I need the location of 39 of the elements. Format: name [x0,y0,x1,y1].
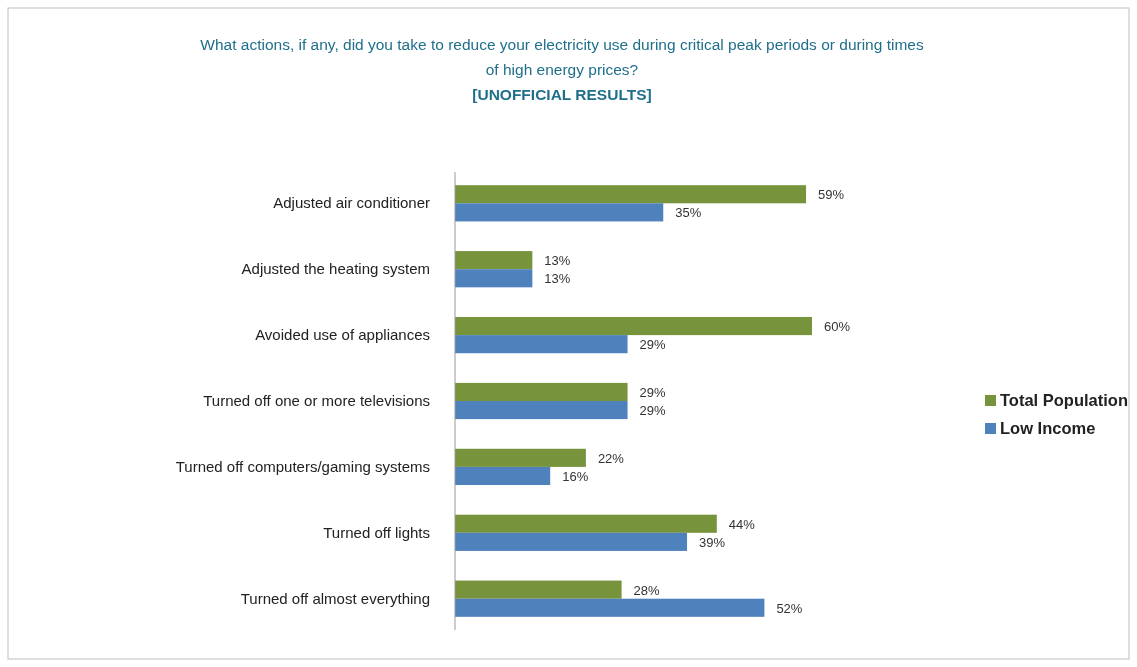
legend-label: Total Population [1000,391,1129,409]
data-label: 44% [728,516,756,532]
data-label: 13% [544,271,571,287]
bar [455,401,628,420]
bar [455,203,664,222]
bar [455,598,765,617]
bar [455,532,688,551]
y-tick-label: Turned off almost everything [240,589,430,607]
data-label: 28% [633,582,661,598]
bar [455,580,622,599]
data-label: 16% [562,468,589,484]
bar [455,466,551,486]
y-tick-label: Avoided use of appliances [255,326,430,344]
data-label: 22% [597,450,625,466]
legend-label: Low Income [1000,419,1096,437]
y-tick-label: Adjusted the heating system [241,260,430,278]
data-label: 39% [699,534,726,550]
bar [455,335,628,354]
data-label: 60% [824,319,851,335]
data-label: 29% [639,384,667,400]
bar [455,382,628,401]
data-label: 59% [818,187,845,203]
y-tick-label: Turned off computers/gaming systems [175,457,430,475]
data-label: 29% [639,337,667,353]
bar [455,269,533,288]
bar [455,514,717,533]
data-label: 52% [776,600,803,616]
bar [455,251,533,270]
bar [455,316,812,336]
data-label: 35% [675,205,702,221]
bar [455,448,586,467]
y-tick-label: Turned off lights [323,523,430,541]
chart-subtitle: [UNOFFICIAL RESULTS] [472,86,652,103]
bar [455,185,807,204]
y-tick-label: Turned off one or more televisions [203,392,430,409]
y-tick-label: Adjusted air conditioner [273,194,430,212]
data-label: 29% [639,403,667,419]
chart-title: What actions, if any, did you take to reduce your electricity use during critical peak periods or during times of high energy prices? [200,36,924,78]
data-label: 13% [544,253,571,269]
